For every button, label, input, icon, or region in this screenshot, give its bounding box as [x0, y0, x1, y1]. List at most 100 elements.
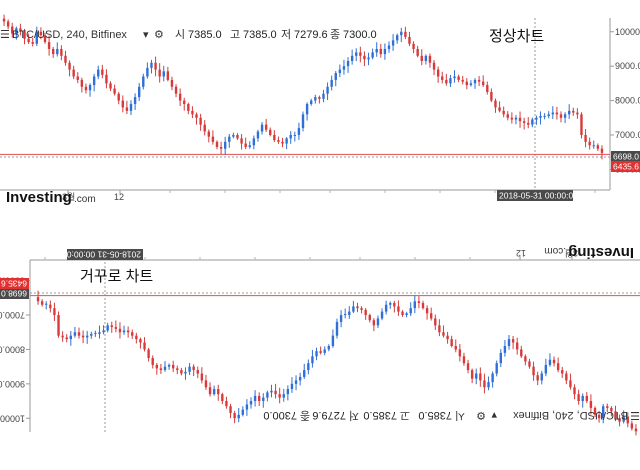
candle [395, 33, 399, 44]
candle [298, 372, 302, 386]
candle [389, 301, 392, 309]
candle [309, 98, 313, 106]
candle [225, 396, 228, 409]
candle [622, 410, 625, 424]
chevron-down-icon-rotated[interactable]: ▾ [491, 409, 497, 421]
candle [126, 326, 130, 338]
candle [342, 59, 346, 75]
candle [212, 385, 216, 396]
candle [359, 46, 362, 63]
candle [64, 50, 67, 66]
candle [552, 356, 556, 367]
candle [556, 357, 560, 373]
open-value: 7385.0 [188, 29, 222, 41]
candle [106, 322, 109, 333]
candle [401, 310, 404, 317]
candle [122, 325, 126, 335]
candle [314, 94, 317, 104]
settings-icon[interactable]: ⚙ [154, 29, 164, 41]
candle [232, 132, 235, 139]
candle [397, 300, 400, 316]
candle [151, 355, 154, 369]
close-label-rotated: 종 [300, 409, 310, 421]
candle [352, 300, 355, 314]
y-tick-label: 10000.0 [0, 413, 25, 423]
candle [634, 424, 638, 436]
candle [113, 84, 116, 96]
panel-separator [0, 215, 640, 240]
candle [266, 390, 269, 402]
y-tick-label: 8000.0 [615, 96, 640, 106]
candle [393, 300, 396, 313]
chevron-down-icon[interactable]: ▾ [143, 29, 149, 41]
candle [600, 145, 604, 160]
candle [491, 371, 494, 388]
svg-text:Investing: Investing [568, 244, 634, 261]
candle [420, 49, 423, 66]
candles [2, 14, 604, 160]
candle [458, 344, 462, 362]
candle [180, 367, 183, 376]
candle [350, 49, 354, 65]
candle [204, 374, 208, 390]
candle [293, 131, 297, 142]
candle [445, 73, 448, 86]
candle [49, 300, 52, 313]
x-tick-label: 3월 [62, 191, 75, 202]
candle [90, 331, 93, 339]
candle [278, 387, 281, 404]
candle [94, 330, 97, 337]
candle [614, 405, 617, 422]
candle [233, 410, 236, 424]
candle [2, 14, 6, 26]
candle [535, 115, 538, 125]
current-price-tag-rotated: 6435.6 [0, 278, 29, 289]
candle [360, 306, 363, 314]
candle [536, 371, 539, 386]
candle [229, 403, 232, 419]
settings-icon-rotated[interactable]: ⚙ [476, 409, 486, 421]
candle [364, 308, 367, 320]
candle [470, 368, 474, 384]
candle [237, 407, 240, 423]
current-price-tag: 6435.6 [611, 161, 640, 172]
candle [506, 111, 509, 121]
candle [297, 122, 301, 140]
candle [576, 108, 579, 119]
candle [457, 74, 460, 83]
candle [72, 65, 75, 80]
menu-icon-rotated[interactable]: ☰ [630, 409, 640, 421]
candle [327, 344, 331, 352]
svg-text:6435.6: 6435.6 [613, 162, 639, 172]
candle [80, 77, 84, 93]
last-price-tag-rotated: 6698.0 [0, 288, 29, 299]
candle [514, 115, 518, 125]
candle [248, 141, 251, 149]
candles-rotated [36, 290, 638, 436]
candle [412, 41, 415, 54]
instrument-label-rotated: BTC/USD, 240, Bitfinex [513, 409, 628, 421]
candle [606, 403, 609, 413]
candle [162, 65, 165, 82]
low-label: 저 [281, 28, 291, 41]
open-label: 시 [175, 29, 185, 41]
candle [92, 73, 96, 92]
candle [449, 74, 452, 88]
candle [569, 373, 572, 390]
candle [421, 300, 425, 310]
candle [133, 93, 137, 110]
candle [223, 136, 227, 155]
candle [262, 393, 265, 408]
candle [473, 78, 477, 89]
candle [477, 76, 481, 87]
candle [384, 300, 388, 315]
candle [174, 84, 178, 98]
candle [593, 406, 597, 418]
menu-icon[interactable]: ☰ [0, 29, 10, 41]
candle [483, 373, 486, 394]
candle [285, 136, 288, 150]
candle [503, 340, 507, 357]
candle [498, 101, 501, 113]
